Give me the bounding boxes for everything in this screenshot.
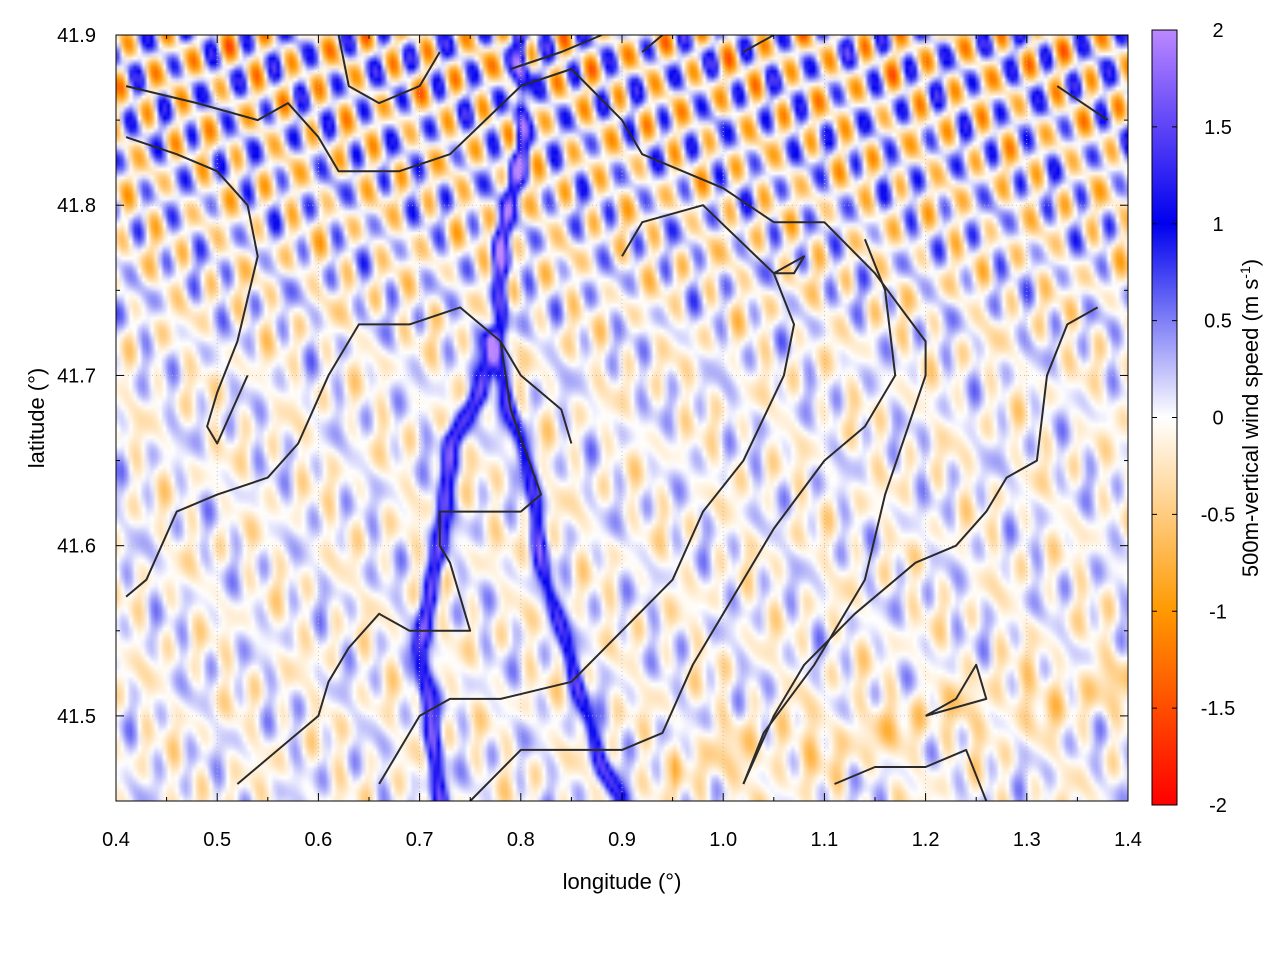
contour-line — [125, 306, 573, 598]
colorbar-label-close: ) — [1238, 259, 1263, 266]
x-tick-label: 1.1 — [810, 829, 838, 851]
x-tick-label: 0.4 — [102, 829, 130, 851]
grid-lines — [116, 35, 1128, 801]
y-tick-label: 41.6 — [57, 536, 96, 558]
heatmap-field — [116, 35, 1128, 801]
y-axis: 41.5 41.6 41.7 41.8 41.9 — [57, 25, 1128, 728]
contour-line — [641, 35, 664, 53]
x-tick-label: 1.3 — [1013, 829, 1041, 851]
contour-line — [510, 35, 603, 70]
x-tick-label: 0.8 — [507, 829, 535, 851]
colorbar-tick-label: -2 — [1209, 795, 1227, 817]
colorbar-tick-label: 0.5 — [1204, 311, 1232, 333]
contour-line — [469, 238, 897, 801]
colorbar-label: 500m-vertical wind speed (m s-1) — [1237, 259, 1263, 577]
colorbar-tick-label: 1 — [1212, 214, 1223, 236]
contour-line — [125, 136, 259, 445]
colorbar-ticks: 2 1.5 1 0.5 0 -0.5 -1 -1.5 -2 — [1152, 20, 1235, 817]
contour-line — [1056, 85, 1109, 121]
x-tick-label: 0.5 — [203, 829, 231, 851]
x-tick-label: 0.7 — [406, 829, 434, 851]
colorbar-tick-label: 2 — [1212, 20, 1223, 42]
colorbar-tick-label: -1 — [1209, 601, 1227, 623]
colorbar-label-main: 500m-vertical wind speed (m s — [1238, 279, 1263, 577]
y-tick-label: 41.7 — [57, 365, 96, 387]
contour-line — [925, 663, 988, 717]
x-axis-label: longitude (°) — [563, 869, 682, 894]
y-tick-label: 41.8 — [57, 195, 96, 217]
contour-line — [236, 341, 542, 785]
x-tick-label: 1.4 — [1114, 829, 1142, 851]
x-axis: 0.4 0.5 0.6 0.7 0.8 0.9 1.0 1.1 1.2 1.3 1.4 — [102, 35, 1142, 851]
x-tick-label: 0.6 — [304, 829, 332, 851]
contour-line — [742, 306, 1099, 785]
contour-line — [834, 748, 988, 801]
contour-line — [742, 35, 775, 53]
contour-line — [337, 35, 441, 105]
heatmap-raster — [116, 35, 1128, 801]
contour-line — [125, 68, 927, 785]
colorbar-label-exponent: -1 — [1237, 266, 1253, 279]
x-tick-label: 0.9 — [608, 829, 636, 851]
colorbar-tick-label: -1.5 — [1201, 698, 1235, 720]
contour-line — [378, 204, 795, 785]
colorbar: 2 1.5 1 0.5 0 -0.5 -1 -1.5 -2 — [1151, 20, 1235, 817]
colorbar-tick-label: 1.5 — [1204, 117, 1232, 139]
contour-line — [773, 255, 806, 275]
y-tick-label: 41.9 — [57, 25, 96, 47]
contour-lines — [125, 35, 1109, 801]
x-tick-label: 1.2 — [912, 829, 940, 851]
y-axis-label: latitude (°) — [24, 368, 49, 469]
y-tick-label: 41.5 — [57, 706, 96, 728]
colorbar-tick-label: -0.5 — [1201, 504, 1235, 526]
x-tick-label: 1.0 — [709, 829, 737, 851]
colorbar-tick-label: 0 — [1212, 408, 1223, 430]
